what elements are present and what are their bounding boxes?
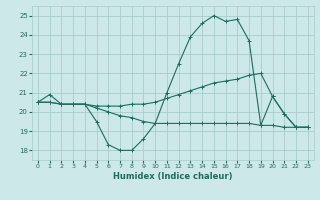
X-axis label: Humidex (Indice chaleur): Humidex (Indice chaleur): [113, 172, 233, 181]
